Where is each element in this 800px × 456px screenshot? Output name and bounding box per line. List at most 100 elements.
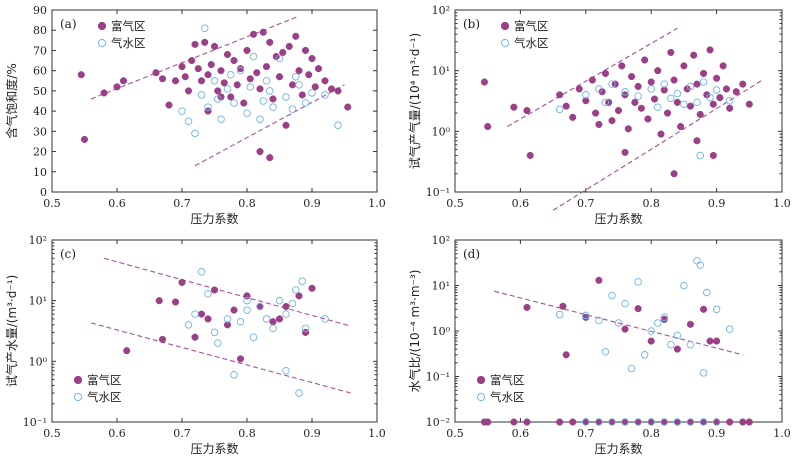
y-tick-label: 10⁻¹ xyxy=(426,371,450,384)
data-point-rich-gas xyxy=(243,46,251,54)
data-point-gas-water xyxy=(288,299,297,308)
data-point-rich-gas xyxy=(158,75,167,83)
data-point-rich-gas xyxy=(301,328,310,336)
data-point-gas-water xyxy=(275,296,284,305)
data-point-rich-gas xyxy=(523,418,531,426)
data-point-rich-gas xyxy=(680,62,688,70)
data-point-rich-gas xyxy=(201,38,209,46)
data-point-gas-water xyxy=(230,371,238,379)
data-point-rich-gas xyxy=(282,302,290,311)
data-point-rich-gas xyxy=(233,81,241,89)
data-point-gas-water xyxy=(640,351,649,359)
data-point-gas-water xyxy=(703,288,711,297)
data-point-rich-gas xyxy=(582,97,590,105)
data-point-gas-water xyxy=(660,80,669,88)
x-tick-label: 0.5 xyxy=(43,197,61,210)
x-tick-label: 0.5 xyxy=(43,427,61,440)
data-point-rich-gas xyxy=(739,80,747,88)
legend-label-gas-water: 气水区 xyxy=(87,390,122,404)
data-point-rich-gas xyxy=(230,306,238,314)
data-point-gas-water xyxy=(699,418,708,426)
data-point-rich-gas xyxy=(693,80,701,88)
y-tick-label: 80 xyxy=(33,24,47,37)
data-point-rich-gas xyxy=(713,337,721,345)
data-point-gas-water xyxy=(601,98,610,107)
data-point-rich-gas xyxy=(223,50,232,59)
data-point-rich-gas xyxy=(618,62,626,70)
data-point-gas-water xyxy=(243,109,251,117)
data-point-gas-water xyxy=(595,316,603,325)
data-point-gas-water xyxy=(204,290,212,298)
data-point-gas-water xyxy=(269,324,277,333)
data-point-gas-water xyxy=(647,327,655,335)
data-point-gas-water xyxy=(295,389,303,397)
y-axis-label: 水气比/(10⁻⁴ m³·m⁻³) xyxy=(407,270,422,393)
data-point-gas-water xyxy=(178,107,186,115)
data-point-rich-gas xyxy=(709,100,717,108)
data-point-rich-gas xyxy=(292,32,300,40)
data-point-gas-water xyxy=(184,321,193,329)
x-tick-label: 0.7 xyxy=(173,427,191,440)
data-point-rich-gas xyxy=(184,87,193,95)
data-point-rich-gas xyxy=(732,88,740,96)
data-point-gas-water xyxy=(634,418,642,426)
data-point-rich-gas xyxy=(657,130,665,138)
data-point-rich-gas xyxy=(706,46,714,54)
data-point-gas-water xyxy=(634,92,642,100)
data-point-rich-gas xyxy=(592,109,600,117)
data-point-rich-gas xyxy=(621,325,629,333)
data-point-gas-water xyxy=(184,117,193,125)
trend-line xyxy=(494,290,743,356)
x-tick-label: 0.6 xyxy=(108,197,126,210)
data-point-gas-water xyxy=(686,82,695,91)
plot-frame xyxy=(454,9,783,193)
data-point-gas-water xyxy=(673,89,682,98)
data-point-rich-gas xyxy=(706,337,714,345)
data-point-gas-water xyxy=(308,89,316,97)
y-tick-label: 50 xyxy=(33,85,47,98)
legend-marker-rich-gas xyxy=(73,375,83,385)
y-tick-label: 10⁻¹ xyxy=(23,416,47,429)
data-point-rich-gas xyxy=(256,148,264,156)
data-point-gas-water xyxy=(696,261,705,269)
data-point-rich-gas xyxy=(716,94,724,102)
data-point-rich-gas xyxy=(204,315,212,323)
y-axis-label: 试气产气量/(10⁴ m³·d⁻¹) xyxy=(407,33,422,169)
data-point-rich-gas xyxy=(562,351,570,359)
data-point-rich-gas xyxy=(631,98,639,106)
data-point-gas-water xyxy=(608,80,616,88)
y-tick-label: 10⁻¹ xyxy=(426,186,450,199)
data-point-rich-gas xyxy=(210,286,219,294)
x-tick-label: 1.0 xyxy=(773,197,791,210)
data-point-rich-gas xyxy=(178,63,186,71)
data-point-gas-water xyxy=(217,115,225,123)
data-point-rich-gas xyxy=(726,104,734,112)
data-point-rich-gas xyxy=(745,418,753,426)
y-tick-label: 60 xyxy=(33,65,47,78)
data-point-gas-water xyxy=(555,310,564,319)
data-point-rich-gas xyxy=(236,355,245,363)
data-point-rich-gas xyxy=(686,102,694,110)
data-point-rich-gas xyxy=(301,46,310,54)
y-tick-label: 10⁰ xyxy=(432,125,451,138)
x-tick-label: 0.9 xyxy=(708,427,726,440)
data-point-rich-gas xyxy=(556,418,564,426)
y-axis-label: 试气产水量/(m³·d⁻¹) xyxy=(4,275,19,387)
data-point-rich-gas xyxy=(582,313,590,321)
data-point-rich-gas xyxy=(246,75,254,83)
data-point-gas-water xyxy=(706,93,714,102)
x-tick-label: 0.9 xyxy=(303,197,321,210)
data-point-rich-gas xyxy=(484,418,492,426)
y-tick-label: 30 xyxy=(33,125,47,138)
data-point-rich-gas xyxy=(575,85,583,93)
y-tick-label: 10⁰ xyxy=(432,325,451,338)
data-point-rich-gas xyxy=(344,103,352,111)
data-point-gas-water xyxy=(259,97,268,105)
legend-label-gas-water: 气水区 xyxy=(514,36,549,50)
data-point-rich-gas xyxy=(308,284,316,292)
panel-2: 0.5 0.6 0.7 0.8 0.9 1.0 10⁻¹ 10⁰ 10¹ 10² 压力系数 试气产气量… xyxy=(407,4,791,226)
data-point-gas-water xyxy=(680,281,688,290)
x-tick-label: 1.0 xyxy=(368,427,386,440)
data-point-gas-water xyxy=(627,364,636,373)
